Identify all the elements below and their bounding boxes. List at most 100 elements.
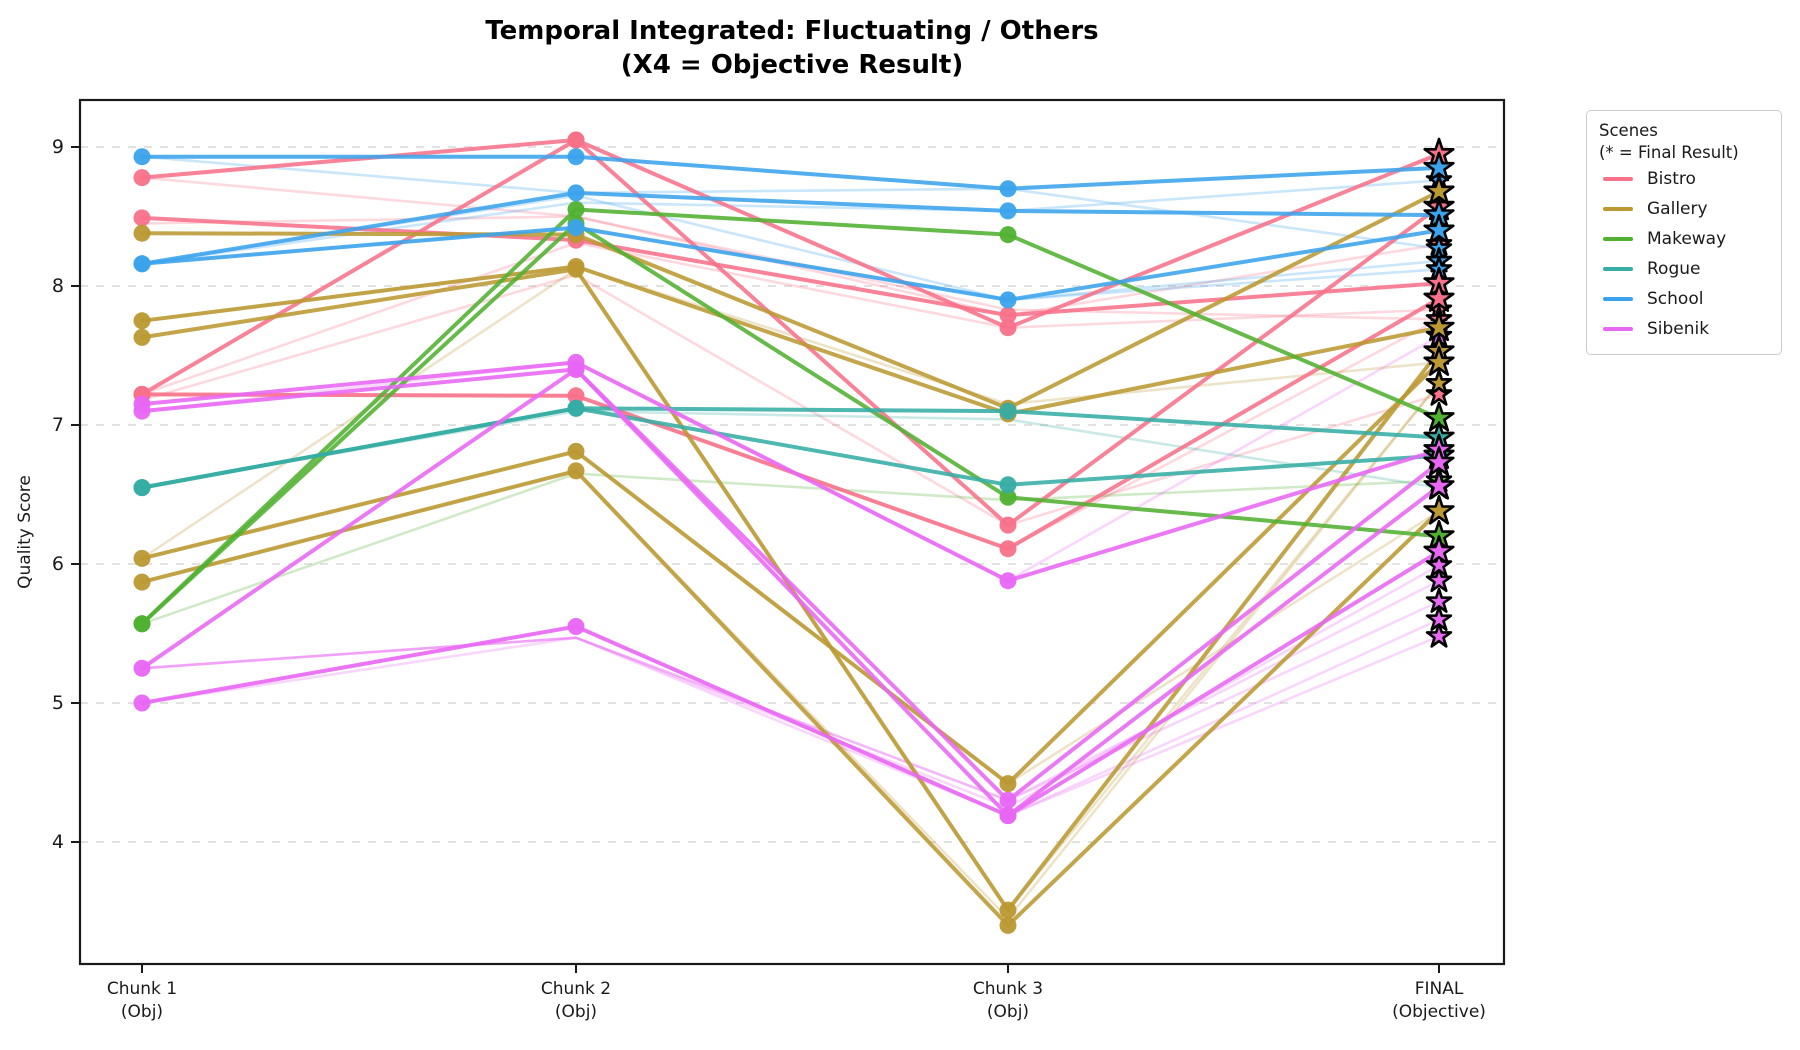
series-line-school: [140, 190, 1441, 266]
chunk-marker-sibenik: [999, 572, 1017, 590]
x-tick-label-line1-3: Chunk 3: [973, 979, 1043, 999]
series-line-sibenik: [140, 367, 1441, 818]
chunk-marker-sibenik: [133, 694, 151, 712]
series-line-gallery: [140, 264, 1441, 416]
series-line-bistro: [140, 176, 1441, 317]
chunk-marker-makeway: [999, 226, 1017, 244]
x-tick-label-line2-4: (Objective): [1392, 1002, 1486, 1022]
chunk-marker-gallery: [567, 260, 585, 278]
chunk-marker-gallery: [133, 224, 151, 242]
series-line-school: [140, 225, 1441, 302]
legend-item-bistro: Bistro: [1599, 164, 1769, 194]
legend-label-school: School: [1647, 289, 1704, 309]
series-line-makeway: [140, 472, 1441, 626]
chunk-marker-school: [999, 291, 1017, 309]
legend-label-gallery: Gallery: [1647, 199, 1708, 219]
legend-title-line-1: Scenes: [1599, 121, 1658, 140]
chunk-marker-rogue: [999, 402, 1017, 420]
chunk-marker-bistro: [999, 516, 1017, 534]
legend-label-makeway: Makeway: [1647, 229, 1727, 249]
chunk-marker-sibenik: [999, 791, 1017, 809]
chunk-marker-gallery: [133, 549, 151, 567]
chunk-marker-school: [133, 148, 151, 166]
x-tick-label-line1-1: Chunk 1: [107, 979, 177, 999]
chart-title: Temporal Integrated: Fluctuating / Other…: [92, 14, 1492, 82]
final-star-gallery: [1425, 369, 1453, 395]
chunk-marker-gallery: [999, 916, 1017, 934]
final-star-sibenik: [1423, 469, 1455, 500]
final-star-sibenik: [1425, 622, 1453, 648]
chunk-marker-sibenik: [567, 618, 585, 635]
x-tick-label-line2-1: (Obj): [121, 1002, 163, 1022]
y-tick-label-5: 5: [52, 692, 64, 714]
legend-swatch-gallery: [1603, 207, 1633, 211]
y-tick-label-4: 4: [52, 831, 64, 853]
final-star-sibenik: [1425, 605, 1453, 631]
final-star-sibenik: [1425, 566, 1453, 593]
chunk-marker-school: [567, 219, 585, 237]
series-line-school: [140, 154, 1441, 191]
chunk-marker-school: [567, 148, 585, 166]
chunk-marker-bistro: [567, 387, 585, 405]
series-line-gallery: [140, 360, 1441, 786]
legend-swatch-school: [1603, 297, 1633, 301]
chunk-marker-rogue: [133, 479, 151, 497]
y-tick-label-8: 8: [52, 275, 64, 297]
chunk-marker-bistro: [999, 319, 1017, 337]
series-line-bistro: [140, 273, 1441, 527]
chart-title-line-2: (X4 = Objective Result): [620, 50, 964, 80]
chunk-marker-sibenik: [133, 402, 151, 420]
series-line-gallery: [140, 468, 1441, 928]
chunk-marker-school: [133, 255, 151, 273]
legend-swatch-makeway: [1603, 237, 1633, 241]
legend-title-line-2: (* = Final Result): [1599, 143, 1739, 162]
legend-item-gallery: Gallery: [1599, 194, 1769, 224]
final-star-bistro: [1425, 380, 1453, 406]
series-line-sibenik: [140, 360, 1441, 583]
legend-items: Bistro Gallery Makeway Rogue School Sibenik: [1599, 164, 1769, 344]
chunk-marker-bistro: [133, 169, 151, 187]
legend-swatch-rogue: [1603, 267, 1633, 271]
chunk-marker-makeway: [567, 201, 585, 218]
series-line-bistro: [140, 241, 1441, 396]
legend-item-rogue: Rogue: [1599, 254, 1769, 284]
x-tick-label-line2-3: (Obj): [987, 1002, 1029, 1022]
chunk-marker-gallery: [133, 573, 151, 591]
final-star-gallery: [1423, 494, 1455, 525]
chunk-marker-bistro: [999, 540, 1017, 558]
x-tick-label-line1-2: Chunk 2: [541, 979, 611, 999]
chunk-marker-bistro: [999, 306, 1017, 324]
series-line-rogue: [140, 406, 1441, 490]
chunk-marker-gallery: [999, 901, 1017, 919]
legend-label-bistro: Bistro: [1647, 169, 1696, 189]
final-star-sibenik: [1423, 446, 1455, 476]
x-tick-label-line2-2: (Obj): [555, 1002, 597, 1022]
chunk-marker-makeway: [999, 488, 1017, 506]
axes-box: [78, 98, 1506, 966]
legend-swatch-sibenik: [1603, 327, 1633, 331]
chunk-marker-bistro: [567, 131, 585, 149]
legend: Scenes (* = Final Result) Bistro Gallery M…: [1586, 110, 1782, 355]
chunk-marker-bistro: [133, 209, 151, 227]
chunk-marker-gallery: [133, 328, 151, 346]
final-star-school: [1423, 214, 1455, 244]
series-line-sibenik: [140, 367, 1441, 803]
y-tick-label-6: 6: [52, 553, 64, 575]
legend-label-rogue: Rogue: [1647, 259, 1701, 279]
chunk-marker-rogue: [567, 399, 585, 417]
series-line-bistro: [140, 138, 1441, 330]
series-line-makeway: [140, 207, 1441, 626]
y-axis-label: Quality Score: [15, 475, 35, 589]
legend-swatch-bistro: [1603, 177, 1633, 181]
chunk-marker-school: [567, 184, 585, 202]
series-line-sibenik: [140, 549, 1441, 818]
y-tick-label-7: 7: [52, 414, 64, 436]
series-line-school: [140, 155, 1441, 250]
chart-title-line-1: Temporal Integrated: Fluctuating / Other…: [485, 16, 1099, 46]
y-tick-label-9: 9: [52, 136, 64, 158]
final-star-gallery: [1423, 175, 1455, 205]
legend-item-school: School: [1599, 284, 1769, 314]
final-star-gallery: [1423, 346, 1455, 376]
